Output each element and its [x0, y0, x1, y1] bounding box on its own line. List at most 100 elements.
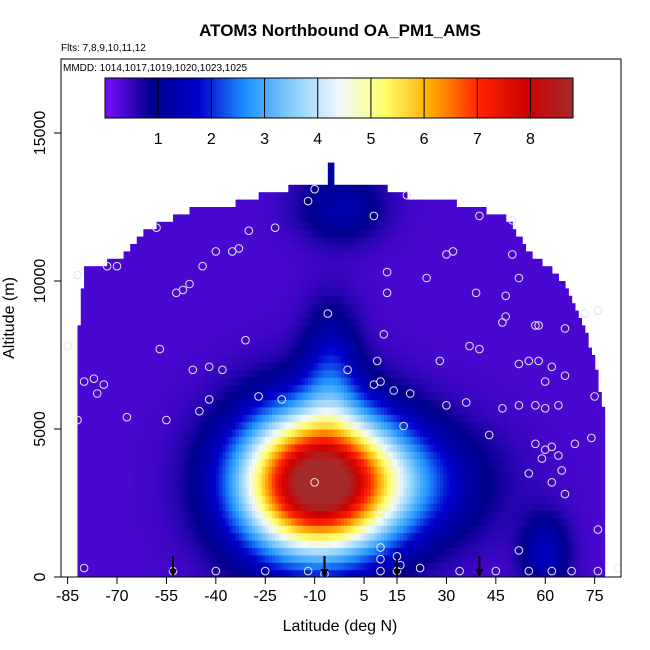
heat-cell: [252, 406, 256, 415]
heat-cell: [110, 562, 115, 571]
heat-cell: [301, 199, 306, 208]
heat-cell: [380, 495, 385, 504]
heat-cell: [400, 251, 405, 260]
heat-cell: [209, 377, 214, 386]
heat-cell: [281, 458, 286, 467]
heat-cell: [268, 406, 273, 415]
heat-cell: [387, 221, 392, 230]
heat-cell: [308, 399, 312, 408]
heat-cell: [120, 258, 125, 267]
heat-cell: [196, 517, 200, 526]
heat-cell: [397, 236, 401, 245]
heat-cell: [209, 495, 214, 504]
heat-cell: [324, 184, 329, 193]
heat-cell: [301, 310, 306, 319]
heat-cell: [212, 443, 217, 452]
heat-cell: [196, 392, 200, 400]
heat-cell: [252, 332, 256, 341]
heat-cell: [360, 340, 365, 349]
heat-cell: [166, 221, 171, 230]
heat-cell: [298, 414, 303, 423]
heat-cell: [192, 569, 197, 577]
heat-cell: [235, 429, 240, 437]
heat-cell: [215, 288, 220, 297]
heat-cell: [298, 207, 303, 215]
heat-cell: [354, 288, 359, 297]
heat-cell: [403, 392, 408, 400]
heat-cell: [347, 466, 352, 474]
heat-cell: [341, 495, 345, 504]
heat-cell: [331, 532, 336, 541]
heat-cell: [166, 540, 171, 548]
heat-cell: [354, 332, 359, 341]
heat-cell: [159, 310, 164, 319]
heat-cell: [87, 369, 92, 378]
heat-cell: [238, 266, 243, 275]
heat-cell: [93, 466, 98, 474]
heat-cell: [370, 562, 375, 571]
heat-cell: [242, 369, 247, 378]
heat-cell: [327, 443, 332, 452]
heat-cell: [347, 310, 352, 319]
heat-cell: [97, 554, 102, 563]
heat-cell: [113, 488, 118, 497]
heat-cell: [166, 244, 171, 252]
heat-cell: [163, 325, 168, 334]
heat-cell: [390, 347, 395, 356]
heat-cell: [288, 503, 293, 511]
heat-cell: [255, 347, 260, 356]
heat-cell: [143, 236, 148, 245]
heat-cell: [357, 266, 362, 275]
heat-cell: [222, 221, 227, 230]
heat-cell: [367, 443, 372, 452]
heat-cell: [354, 421, 359, 430]
heat-cell: [370, 451, 375, 460]
heat-cell: [252, 377, 256, 386]
heat-cell: [235, 244, 240, 252]
heat-cell: [308, 244, 312, 252]
heat-cell: [344, 310, 349, 319]
heat-cell: [347, 236, 352, 245]
heat-cell: [350, 214, 355, 223]
heat-cell: [238, 406, 243, 415]
heat-cell: [136, 355, 141, 363]
heat-cell: [400, 229, 405, 238]
heat-cell: [245, 303, 250, 312]
heat-cell: [192, 488, 197, 497]
heat-cell: [275, 466, 280, 474]
heat-cell: [387, 332, 392, 341]
heat-cell: [324, 399, 329, 408]
heat-cell: [173, 258, 177, 267]
heat-cell: [383, 421, 388, 430]
heat-cell: [331, 281, 336, 289]
heat-cell: [341, 229, 345, 238]
heat-cell: [130, 310, 135, 319]
heat-cell: [291, 295, 296, 304]
heat-cell: [176, 429, 181, 437]
heat-cell: [373, 414, 378, 423]
heat-cell: [232, 532, 237, 541]
heat-cell: [192, 517, 197, 526]
heat-cell: [344, 184, 349, 193]
heat-cell: [242, 562, 247, 571]
heat-cell: [337, 495, 342, 504]
heat-cell: [285, 562, 289, 571]
heat-cell: [380, 421, 385, 430]
heat-cell: [285, 473, 289, 482]
heat-cell: [245, 540, 250, 548]
heat-cell: [308, 221, 312, 230]
heat-cell: [288, 221, 293, 230]
heat-cell: [179, 421, 184, 430]
heat-cell: [176, 399, 181, 408]
heat-cell: [364, 362, 368, 371]
heat-cell: [248, 473, 253, 482]
heat-cell: [255, 199, 260, 208]
heat-cell: [334, 540, 339, 548]
heat-cell: [390, 310, 395, 319]
heat-cell: [301, 281, 306, 289]
heat-cell: [321, 392, 326, 400]
heat-cell: [103, 369, 108, 378]
heat-cell: [163, 258, 168, 267]
heat-cell: [298, 473, 303, 482]
heat-cell: [209, 347, 214, 356]
